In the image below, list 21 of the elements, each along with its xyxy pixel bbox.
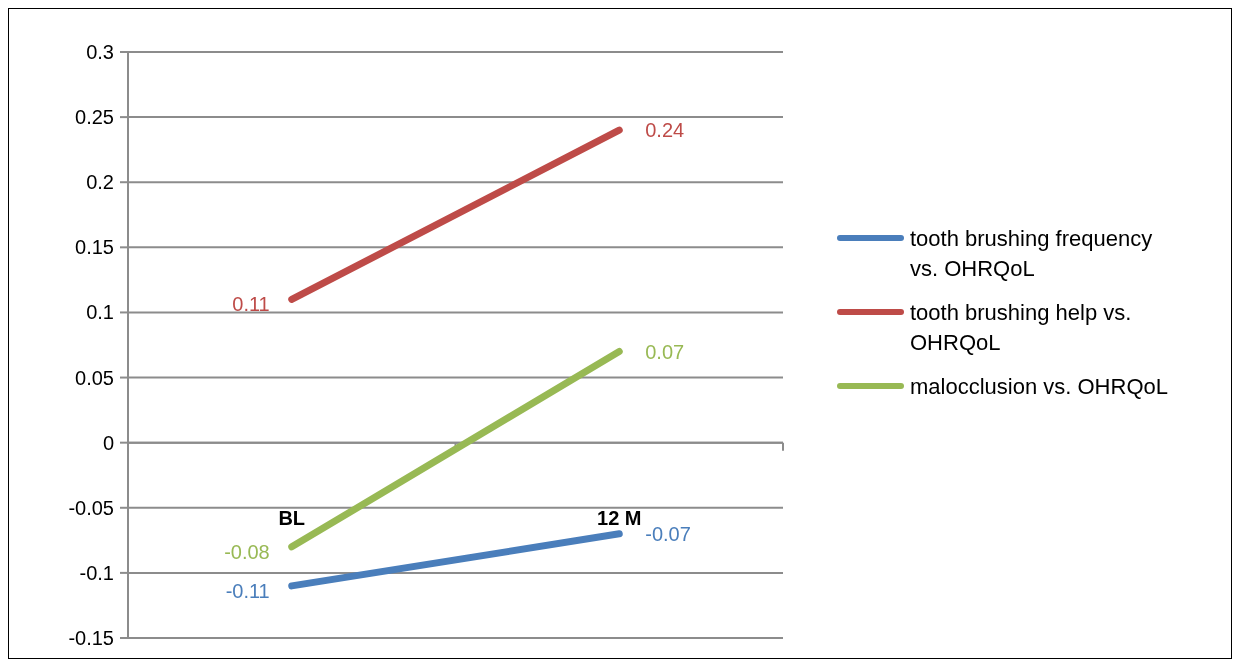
y-tick-label: 0.3 <box>86 41 114 63</box>
data-label: 0.11 <box>232 293 270 316</box>
legend-label: tooth brushing frequency vs. OHRQoL <box>910 225 1153 281</box>
data-label: -0.08 <box>224 540 270 563</box>
data-label: -0.11 <box>225 579 270 602</box>
y-tick-label: 0.15 <box>75 236 114 259</box>
legend-label: tooth brushing help vs. OHRQoL <box>910 299 1132 355</box>
data-label: 0.24 <box>645 119 685 142</box>
data-label: -0.07 <box>645 522 691 545</box>
y-tick-label: -0.1 <box>79 561 114 584</box>
legend-label: malocclusion vs. OHRQoL <box>910 373 1168 399</box>
y-tick-label: -0.05 <box>68 496 114 519</box>
y-tick-label: -0.15 <box>68 627 114 649</box>
x-tick-label: BL <box>278 506 306 529</box>
y-tick-label: 0.25 <box>75 106 114 129</box>
y-tick-label: 0.1 <box>86 301 114 324</box>
y-tick-label: 0.2 <box>86 171 114 194</box>
x-tick-label: 12 M <box>597 506 642 529</box>
y-tick-label: 0.05 <box>75 366 114 389</box>
data-label: 0.07 <box>645 340 685 363</box>
y-tick-label: 0 <box>102 431 114 454</box>
